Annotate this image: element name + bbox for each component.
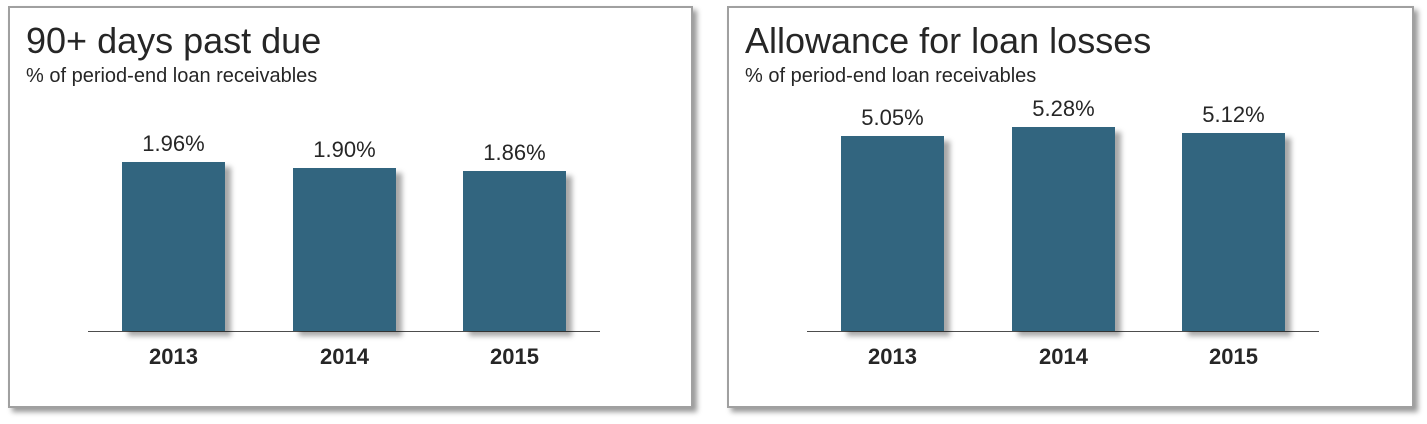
bar [1012, 127, 1115, 331]
chart-title: Allowance for loan losses [745, 20, 1152, 61]
bar-value-label: 5.05% [861, 105, 924, 130]
bar-value-label: 5.12% [1202, 102, 1265, 127]
x-axis-label: 2014 [320, 344, 369, 369]
bar [293, 168, 396, 331]
chart-subtitle: % of period-end loan receivables [745, 65, 1037, 88]
chart-panel-allowance-loan-losses: Allowance for loan losses % of period-en… [727, 6, 1414, 408]
plot-area: 5.05% 2013 5.28% 2014 5.12% 2015 [807, 8, 1319, 369]
x-axis-label: 2015 [490, 344, 539, 369]
bar [841, 136, 944, 331]
bar [1182, 133, 1285, 331]
bar-value-label: 5.28% [1032, 96, 1095, 121]
plot-area: 1.96% 2013 1.90% 2014 1.86% 2015 [88, 8, 600, 369]
x-axis-label: 2013 [868, 344, 917, 369]
x-axis-label: 2014 [1039, 344, 1088, 369]
chart-panel-90-days-past-due: 90+ days past due % of period-end loan r… [8, 6, 693, 408]
bar-value-label: 1.90% [313, 137, 376, 162]
bar [463, 171, 566, 331]
chart-header: 90+ days past due % of period-end loan r… [10, 8, 691, 88]
chart-header: Allowance for loan losses % of period-en… [729, 8, 1412, 88]
bar-value-label: 1.86% [483, 140, 546, 165]
x-axis-label: 2015 [1209, 344, 1258, 369]
chart-subtitle: % of period-end loan receivables [26, 65, 318, 88]
x-axis-label: 2013 [149, 344, 198, 369]
bar-value-label: 1.96% [142, 131, 205, 156]
bar [122, 162, 225, 331]
chart-title: 90+ days past due [26, 20, 322, 61]
